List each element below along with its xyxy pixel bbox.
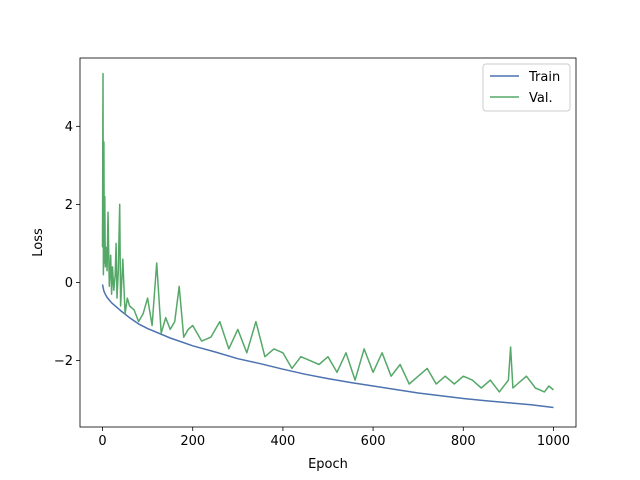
y-tick-label: −2	[54, 354, 73, 369]
y-tick-label: 2	[65, 198, 73, 213]
x-axis-label: Epoch	[308, 457, 348, 472]
x-tick-label: 600	[361, 434, 386, 449]
x-tick-label: 1000	[537, 434, 570, 449]
x-tick-label: 400	[270, 434, 295, 449]
y-axis-label: Loss	[31, 228, 46, 257]
legend-train-label: Train	[528, 70, 560, 85]
series-line-val	[101, 72, 554, 393]
x-tick-label: 0	[98, 434, 106, 449]
y-axis: −2 0 2 4	[54, 120, 80, 369]
series-line-train	[101, 284, 554, 409]
plot-area	[101, 72, 554, 409]
x-axis: 0 200 400 600 800 1000	[98, 427, 570, 449]
x-tick-label: 200	[180, 434, 205, 449]
y-tick-label: 4	[65, 120, 73, 135]
y-tick-label: 0	[65, 276, 73, 291]
axes-frame	[79, 57, 577, 428]
legend-val-label: Val.	[529, 91, 553, 106]
x-tick-label: 800	[451, 434, 476, 449]
legend: Train Val.	[482, 63, 571, 112]
